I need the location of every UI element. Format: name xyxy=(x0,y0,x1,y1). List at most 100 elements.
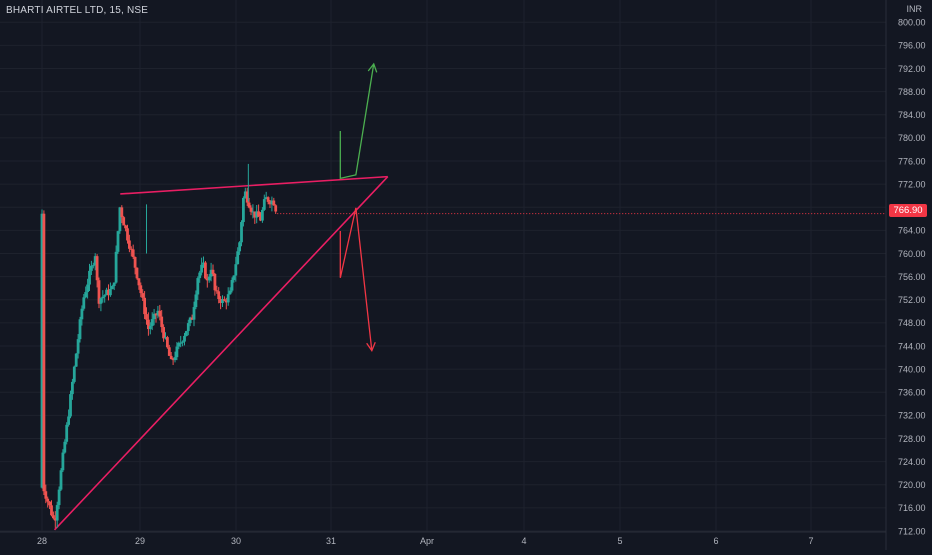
candle-body xyxy=(160,316,164,328)
candle-body xyxy=(224,300,228,303)
trendline[interactable] xyxy=(120,175,388,195)
trendline[interactable] xyxy=(53,176,389,531)
candle-body xyxy=(139,285,143,294)
candle-body xyxy=(219,299,222,303)
candle-body xyxy=(253,211,257,218)
candle-body xyxy=(107,289,110,296)
candle-body xyxy=(245,191,249,203)
candle-body xyxy=(80,308,84,320)
candle-body xyxy=(42,213,46,492)
candle-body xyxy=(50,505,53,516)
candle-body xyxy=(259,216,262,221)
candle-body xyxy=(200,264,203,273)
candle-body xyxy=(61,452,65,471)
candle-body xyxy=(204,262,207,279)
candle-body xyxy=(213,273,217,291)
x-tick-label: 7 xyxy=(808,536,813,546)
candle-body xyxy=(145,314,148,320)
candle-body xyxy=(175,346,179,358)
y-tick-label: 736.00 xyxy=(898,388,926,398)
candle-body xyxy=(122,217,126,226)
y-tick-label: 716.00 xyxy=(898,503,926,513)
projection-up-path[interactable] xyxy=(339,63,375,180)
candle-body xyxy=(156,310,160,316)
candle-body xyxy=(128,240,131,249)
candle-body xyxy=(198,272,202,279)
candle-body xyxy=(270,200,274,205)
candle-body xyxy=(183,335,186,342)
candle-body xyxy=(261,209,264,221)
drawings-layer[interactable] xyxy=(53,62,389,531)
price-axis[interactable]: 712.00 716.00 720.00 724.00 728.00 732.00 736.… xyxy=(885,0,926,550)
candle-body xyxy=(226,294,230,303)
candle-body xyxy=(69,394,72,417)
candle-body xyxy=(148,325,152,330)
x-tick-label: 5 xyxy=(617,536,622,546)
candle-body xyxy=(103,295,107,297)
candle-body xyxy=(44,491,48,499)
candle-body xyxy=(181,341,184,343)
y-tick-label: 724.00 xyxy=(898,457,926,467)
candle-body xyxy=(238,242,241,252)
candle-body xyxy=(251,211,255,213)
candle-body xyxy=(57,489,61,506)
candle-body xyxy=(230,279,234,291)
y-tick-label: 784.00 xyxy=(898,110,926,120)
candle-body xyxy=(118,207,122,232)
y-tick-label: 792.00 xyxy=(898,64,926,74)
candle-body xyxy=(207,276,211,281)
candle-body xyxy=(209,269,213,277)
x-tick-label: 29 xyxy=(135,536,145,546)
candle-body xyxy=(59,470,63,490)
candle-body xyxy=(268,201,272,205)
candle-body xyxy=(272,200,276,206)
candle-body xyxy=(46,498,50,502)
candle-body xyxy=(177,342,181,347)
candle-body xyxy=(185,331,188,336)
candle-body xyxy=(240,222,243,243)
candle-body xyxy=(255,211,259,218)
candle-body xyxy=(72,366,76,382)
symbol-title[interactable]: BHARTI AIRTEL LTD, 15, NSE xyxy=(6,5,149,16)
y-tick-label: 756.00 xyxy=(898,272,926,282)
candle-body xyxy=(74,353,78,367)
candle-body xyxy=(257,211,260,217)
candle-body xyxy=(129,248,133,250)
candle-body xyxy=(264,197,268,200)
candle-body xyxy=(217,291,221,300)
candle-body xyxy=(90,265,93,271)
time-axis[interactable]: 28 29 30 31 Apr 4 5 6 7 xyxy=(0,531,886,546)
candle-body xyxy=(202,262,205,265)
candle-body xyxy=(55,505,59,521)
x-tick-label: 28 xyxy=(37,536,47,546)
chart-grid xyxy=(0,0,886,532)
candle-body xyxy=(71,381,74,395)
projection-down-arrowhead[interactable] xyxy=(366,342,376,352)
candle-body xyxy=(243,191,247,198)
y-tick-label: 748.00 xyxy=(898,318,926,328)
candle-body xyxy=(247,202,251,208)
candle-body xyxy=(88,270,91,285)
projection-up-arrowhead[interactable] xyxy=(367,62,378,73)
y-tick-label: 712.00 xyxy=(898,526,926,536)
candle-body xyxy=(84,292,88,298)
candle-body xyxy=(221,299,224,303)
y-tick-label: 740.00 xyxy=(898,364,926,374)
last-price-tag: 766.90 xyxy=(889,204,927,217)
projection-down-path[interactable] xyxy=(339,207,373,351)
candle-body xyxy=(135,267,139,279)
x-tick-label: 4 xyxy=(521,536,526,546)
candle-body xyxy=(211,269,215,274)
candle-body xyxy=(97,280,101,304)
y-tick-label: 776.00 xyxy=(898,156,926,166)
candle-body xyxy=(124,225,127,229)
candle-body xyxy=(223,299,226,301)
candle-body xyxy=(109,289,112,296)
candle-body xyxy=(63,441,67,453)
candle-body xyxy=(166,337,169,348)
candle-body xyxy=(52,515,55,519)
candle-body xyxy=(274,205,278,212)
candle-body xyxy=(76,339,80,354)
